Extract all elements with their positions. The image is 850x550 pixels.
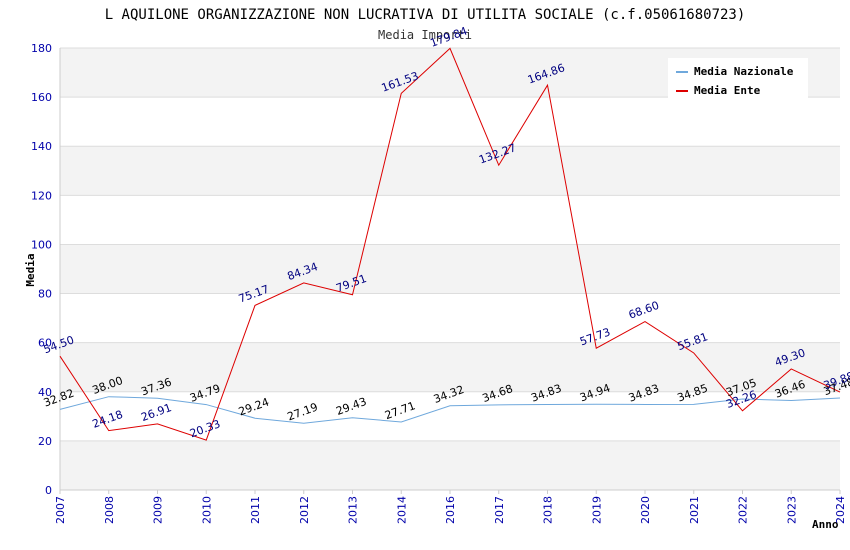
x-tick-label: 2020 — [639, 496, 652, 524]
x-tick-label: 2021 — [688, 496, 701, 524]
data-label: 29.43 — [334, 395, 368, 418]
y-axis-label: Media — [24, 253, 37, 286]
x-tick-label: 2019 — [590, 496, 603, 524]
grid-band — [60, 440, 840, 490]
x-tick-label: 2016 — [444, 496, 457, 524]
x-tick-label: 2014 — [395, 496, 408, 524]
x-tick-label: 2009 — [152, 496, 165, 524]
x-tick-label: 2022 — [737, 496, 750, 524]
y-tick-label: 100 — [31, 238, 52, 251]
x-tick-label: 2012 — [298, 496, 311, 524]
y-tick-label: 180 — [31, 42, 52, 55]
legend-label-media-ente: Media Ente — [694, 84, 761, 97]
series-group — [59, 47, 841, 441]
y-tick-labels: 0 20 40 60 80 100 120 140 160 180 — [31, 42, 52, 497]
legend-label-media-nazionale: Media Nazionale — [694, 65, 794, 78]
legend-background — [668, 58, 808, 102]
chart-subtitle: Media Importi — [378, 28, 472, 42]
x-tick-label: 2018 — [542, 496, 555, 524]
data-label: 29.24 — [237, 395, 271, 418]
y-tick-label: 0 — [45, 484, 52, 497]
grid-band — [60, 244, 840, 294]
chart-title: L AQUILONE ORGANIZZAZIONE NON LUCRATIVA … — [105, 7, 746, 23]
grid-bands — [60, 48, 840, 490]
series-line-media-ente — [59, 47, 841, 441]
x-tick-label: 2024 — [834, 496, 847, 524]
y-tick-label: 160 — [31, 91, 52, 104]
x-axis-label: Anno — [812, 518, 839, 531]
y-tick-label: 40 — [38, 386, 52, 399]
x-tick-label: 2013 — [347, 496, 360, 524]
x-tick-label: 2017 — [493, 496, 506, 524]
data-label: 26.91 — [139, 401, 173, 424]
x-tick-label: 2010 — [200, 496, 213, 524]
y-tick-label: 60 — [38, 337, 52, 350]
x-tick-label: 2011 — [249, 496, 262, 524]
grid-band — [60, 342, 840, 392]
x-tick-label: 2008 — [103, 496, 116, 524]
y-tick-label: 120 — [31, 189, 52, 202]
legend: Media Nazionale Media Ente — [668, 58, 808, 102]
x-tick-labels: 2007 2008 2009 2010 2011 2012 2013 2014 2016 2017… — [54, 490, 847, 524]
x-tick-label: 2023 — [785, 496, 798, 524]
y-tick-label: 80 — [38, 288, 52, 301]
y-tick-label: 20 — [38, 435, 52, 448]
data-label: 27.19 — [286, 400, 320, 423]
data-label: 20.33 — [188, 417, 222, 440]
data-label: 68.60 — [627, 299, 661, 322]
x-tick-label: 2007 — [54, 496, 67, 524]
grid-band — [60, 146, 840, 196]
y-tick-label: 140 — [31, 140, 52, 153]
series-line-media-nazionale — [59, 396, 841, 424]
